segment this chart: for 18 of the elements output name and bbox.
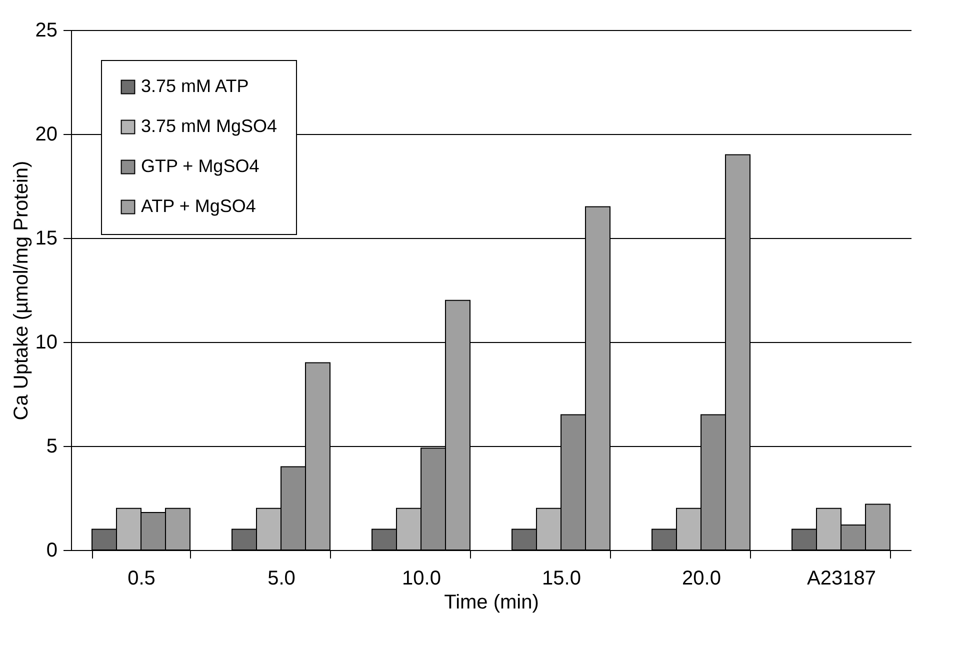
x-axis-title: Time (min) — [444, 592, 539, 614]
legend-label: GTP + MgSO4 — [141, 156, 260, 176]
y-axis-title: Ca Uptake (µmol/mg Protein) — [10, 160, 32, 420]
x-tick-label: 5.0 — [268, 568, 296, 590]
x-tick-label: 0.5 — [128, 568, 156, 590]
x-tick-label: 10.0 — [402, 568, 441, 590]
x-tick-label: 20.0 — [682, 568, 721, 590]
legend-label: 3.75 mM MgSO4 — [141, 116, 278, 136]
legend-label: 3.75 mM ATP — [141, 76, 249, 96]
y-tick-label: 0 — [46, 540, 58, 562]
y-tick-label: 20 — [35, 124, 58, 146]
x-tick-label: A23187 — [807, 568, 876, 590]
y-tick-label: 5 — [46, 436, 58, 458]
y-tick-label: 10 — [35, 332, 58, 354]
y-tick-label: 25 — [35, 20, 58, 42]
legend-label: ATP + MgSO4 — [141, 196, 256, 216]
y-tick-label: 15 — [35, 228, 58, 250]
x-tick-label: 15.0 — [542, 568, 581, 590]
